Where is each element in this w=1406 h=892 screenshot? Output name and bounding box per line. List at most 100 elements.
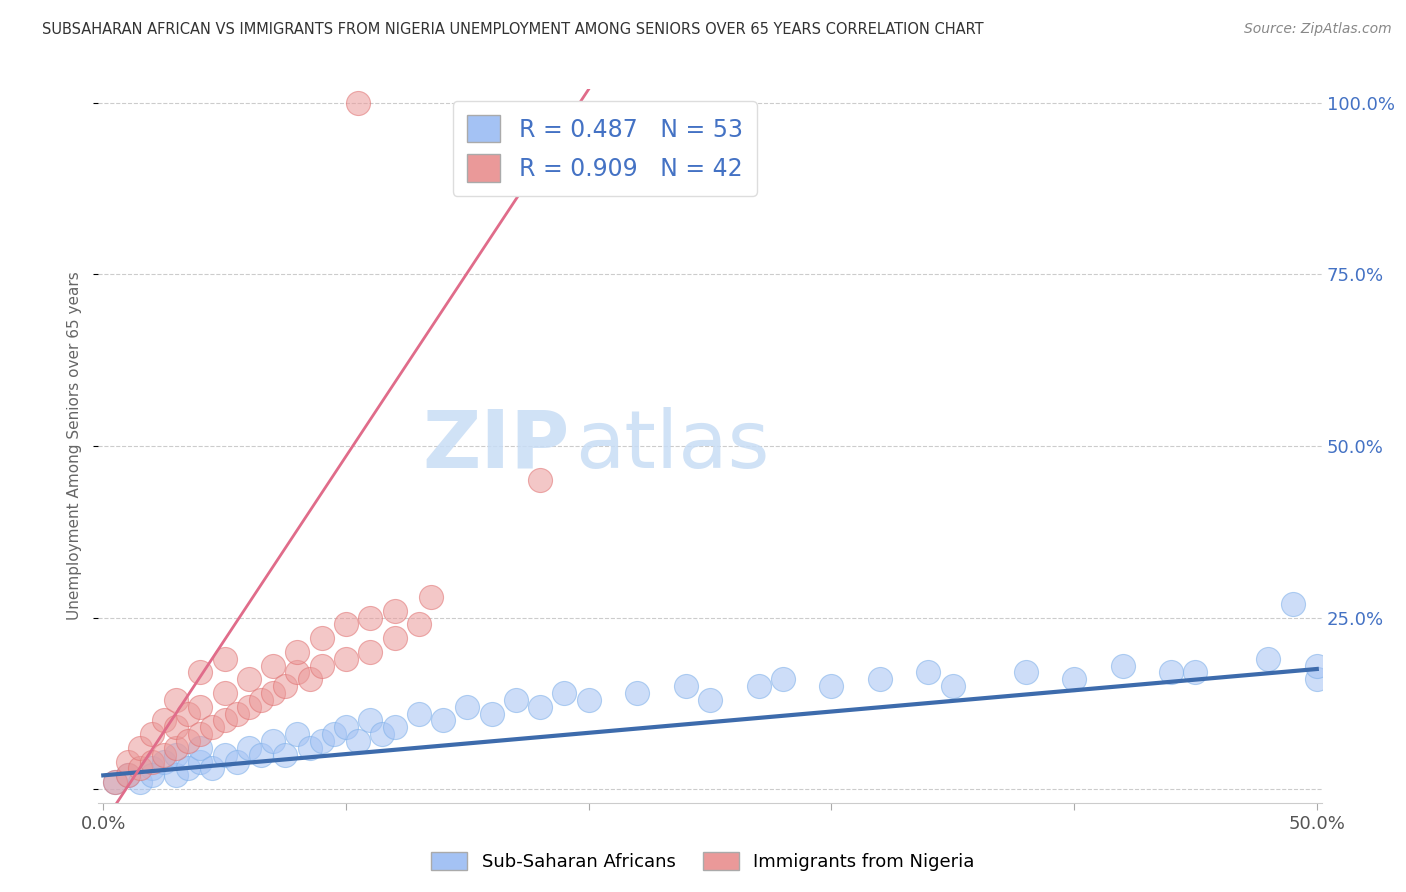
Point xyxy=(287,665,309,680)
Point xyxy=(359,610,381,624)
Point xyxy=(128,740,150,755)
Point xyxy=(188,740,212,755)
Legend: R = 0.487   N = 53, R = 0.909   N = 42: R = 0.487 N = 53, R = 0.909 N = 42 xyxy=(453,101,756,195)
Text: ZIP: ZIP xyxy=(422,407,569,485)
Point xyxy=(408,617,430,632)
Point xyxy=(1014,665,1036,680)
Text: atlas: atlas xyxy=(575,407,770,485)
Point xyxy=(214,651,236,665)
Point xyxy=(238,673,260,687)
Point xyxy=(262,686,284,700)
Legend: Sub-Saharan Africans, Immigrants from Nigeria: Sub-Saharan Africans, Immigrants from Ni… xyxy=(425,845,981,879)
Point xyxy=(274,679,297,693)
Point xyxy=(408,706,430,721)
Point xyxy=(311,734,333,748)
Point xyxy=(153,714,176,728)
Point xyxy=(384,604,406,618)
Point xyxy=(1063,673,1085,687)
Point xyxy=(1184,665,1206,680)
Point xyxy=(917,665,939,680)
Point xyxy=(347,95,370,110)
Point xyxy=(311,658,333,673)
Point xyxy=(1160,665,1182,680)
Point xyxy=(311,631,333,645)
Point xyxy=(322,727,344,741)
Point xyxy=(505,693,527,707)
Text: SUBSAHARAN AFRICAN VS IMMIGRANTS FROM NIGERIA UNEMPLOYMENT AMONG SENIORS OVER 65: SUBSAHARAN AFRICAN VS IMMIGRANTS FROM NI… xyxy=(42,22,984,37)
Point xyxy=(262,658,284,673)
Point xyxy=(384,631,406,645)
Point xyxy=(117,768,139,782)
Point xyxy=(165,740,187,755)
Y-axis label: Unemployment Among Seniors over 65 years: Unemployment Among Seniors over 65 years xyxy=(67,272,83,620)
Point xyxy=(298,673,321,687)
Point xyxy=(165,720,187,734)
Point xyxy=(335,720,357,734)
Point xyxy=(347,734,370,748)
Point xyxy=(626,686,648,700)
Point xyxy=(250,747,273,762)
Point xyxy=(869,673,891,687)
Point xyxy=(141,762,163,776)
Point xyxy=(699,693,721,707)
Text: Source: ZipAtlas.com: Source: ZipAtlas.com xyxy=(1244,22,1392,37)
Point xyxy=(104,775,127,789)
Point xyxy=(432,714,454,728)
Point xyxy=(1306,658,1329,673)
Point xyxy=(201,762,224,776)
Point xyxy=(153,747,176,762)
Point xyxy=(165,693,187,707)
Point xyxy=(225,706,247,721)
Point xyxy=(298,740,321,755)
Point xyxy=(419,590,441,604)
Point xyxy=(128,762,150,776)
Point xyxy=(456,699,478,714)
Point xyxy=(262,734,284,748)
Point xyxy=(335,617,357,632)
Point xyxy=(201,720,224,734)
Point xyxy=(578,693,600,707)
Point xyxy=(214,747,236,762)
Point xyxy=(128,775,150,789)
Point xyxy=(481,706,503,721)
Point xyxy=(1111,658,1133,673)
Point xyxy=(188,665,212,680)
Point xyxy=(238,699,260,714)
Point xyxy=(942,679,965,693)
Point xyxy=(188,727,212,741)
Point xyxy=(371,727,394,741)
Point xyxy=(141,727,163,741)
Point xyxy=(1306,673,1329,687)
Point xyxy=(359,714,381,728)
Point xyxy=(553,686,575,700)
Point xyxy=(335,651,357,665)
Point xyxy=(287,645,309,659)
Point xyxy=(820,679,842,693)
Point xyxy=(1281,597,1303,611)
Point xyxy=(177,734,200,748)
Point xyxy=(165,768,187,782)
Point xyxy=(225,755,247,769)
Point xyxy=(529,473,551,487)
Point xyxy=(1257,651,1279,665)
Point xyxy=(117,755,139,769)
Point xyxy=(165,747,187,762)
Point xyxy=(772,673,794,687)
Point xyxy=(141,768,163,782)
Point xyxy=(274,747,297,762)
Point xyxy=(188,699,212,714)
Point xyxy=(141,755,163,769)
Point xyxy=(287,727,309,741)
Point xyxy=(188,755,212,769)
Point xyxy=(177,706,200,721)
Point xyxy=(117,768,139,782)
Point xyxy=(214,686,236,700)
Point xyxy=(250,693,273,707)
Point xyxy=(748,679,770,693)
Point xyxy=(177,762,200,776)
Point xyxy=(238,740,260,755)
Point xyxy=(153,755,176,769)
Point xyxy=(359,645,381,659)
Point xyxy=(384,720,406,734)
Point xyxy=(529,699,551,714)
